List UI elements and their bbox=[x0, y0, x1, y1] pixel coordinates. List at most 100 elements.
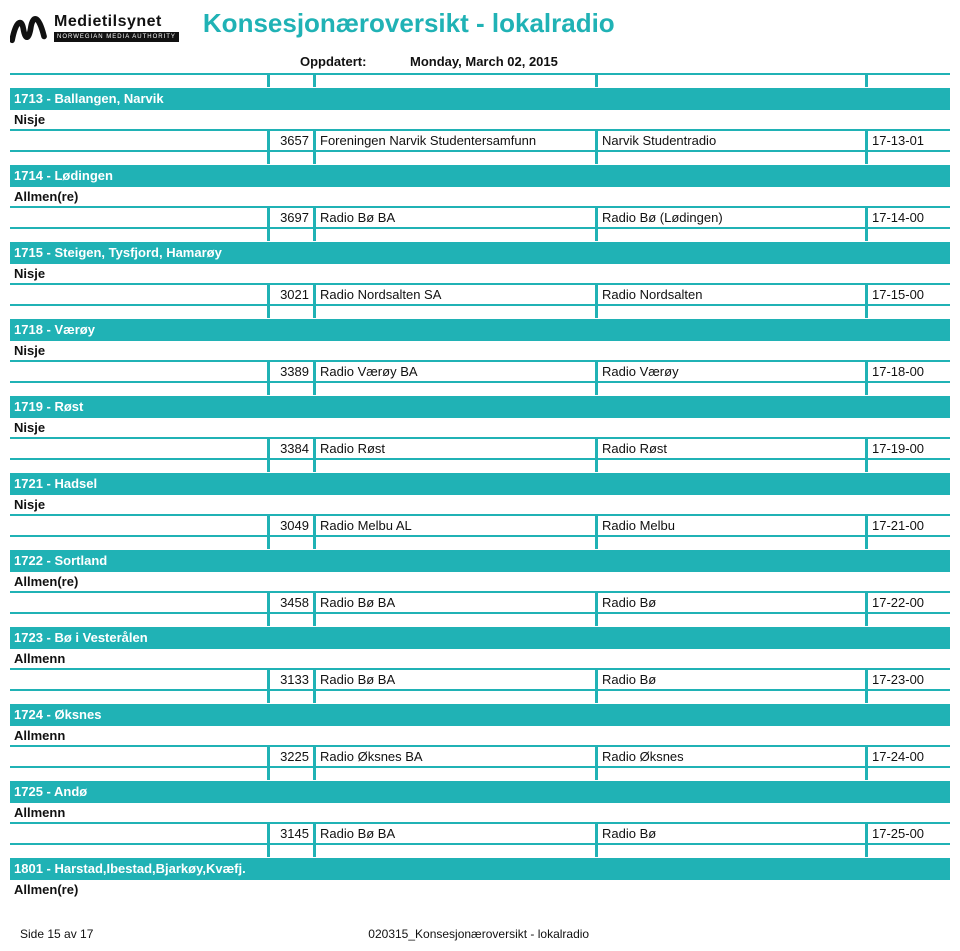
logo: Medietilsynet NORWEGIAN MEDIA AUTHORITY bbox=[10, 8, 179, 44]
cell-code: 17-14-00 bbox=[868, 206, 950, 227]
logo-subtext: NORWEGIAN MEDIA AUTHORITY bbox=[54, 32, 179, 42]
category-label: Nisje bbox=[10, 340, 950, 360]
cell-station: Radio Værøy bbox=[598, 360, 868, 381]
updated-row: Oppdatert: Monday, March 02, 2015 bbox=[0, 44, 960, 73]
table-row: 3384Radio RøstRadio Røst17-19-00 bbox=[10, 437, 950, 458]
cell-org: Radio Øksnes BA bbox=[316, 745, 598, 766]
cell-org: Foreningen Narvik Studentersamfunn bbox=[316, 129, 598, 150]
cell-org: Radio Værøy BA bbox=[316, 360, 598, 381]
category-label: Allmen(re) bbox=[10, 571, 950, 591]
cell-station: Narvik Studentradio bbox=[598, 129, 868, 150]
section-header: 1722 - Sortland bbox=[10, 549, 950, 571]
category-label: Allmenn bbox=[10, 648, 950, 668]
spacer-row bbox=[10, 689, 950, 703]
category-label: Allmenn bbox=[10, 725, 950, 745]
spacer-row bbox=[10, 843, 950, 857]
cell-code: 17-13-01 bbox=[868, 129, 950, 150]
footer-filename: 020315_Konsesjonæroversikt - lokalradio bbox=[93, 927, 864, 941]
cell-code: 17-15-00 bbox=[868, 283, 950, 304]
cell-code: 17-24-00 bbox=[868, 745, 950, 766]
category-label: Allmenn bbox=[10, 802, 950, 822]
header: Medietilsynet NORWEGIAN MEDIA AUTHORITY … bbox=[0, 0, 960, 44]
section-header: 1801 - Harstad,Ibestad,Bjarkøy,Kvæfj. bbox=[10, 857, 950, 879]
section-header: 1715 - Steigen, Tysfjord, Hamarøy bbox=[10, 241, 950, 263]
cell-org: Radio Melbu AL bbox=[316, 514, 598, 535]
section-header: 1725 - Andø bbox=[10, 780, 950, 802]
page-number: Side 15 av 17 bbox=[20, 927, 93, 941]
cell-code: 17-19-00 bbox=[868, 437, 950, 458]
cell-id: 3133 bbox=[270, 668, 316, 689]
cell-org: Radio Bø BA bbox=[316, 668, 598, 689]
spacer-row bbox=[10, 73, 950, 87]
category-label: Nisje bbox=[10, 494, 950, 514]
logo-icon bbox=[10, 12, 48, 44]
cell-code: 17-23-00 bbox=[868, 668, 950, 689]
cell-code: 17-18-00 bbox=[868, 360, 950, 381]
table-row: 3133Radio Bø BARadio Bø17-23-00 bbox=[10, 668, 950, 689]
cell-spacer bbox=[10, 668, 270, 689]
cell-id: 3021 bbox=[270, 283, 316, 304]
cell-org: Radio Bø BA bbox=[316, 206, 598, 227]
cell-spacer bbox=[10, 822, 270, 843]
cell-org: Radio Bø BA bbox=[316, 591, 598, 612]
cell-spacer bbox=[10, 129, 270, 150]
cell-station: Radio Bø (Lødingen) bbox=[598, 206, 868, 227]
category-label: Nisje bbox=[10, 109, 950, 129]
cell-id: 3225 bbox=[270, 745, 316, 766]
section-header: 1721 - Hadsel bbox=[10, 472, 950, 494]
table-row: 3389Radio Værøy BARadio Værøy17-18-00 bbox=[10, 360, 950, 381]
updated-value: Monday, March 02, 2015 bbox=[410, 54, 558, 69]
cell-code: 17-21-00 bbox=[868, 514, 950, 535]
table-row: 3225Radio Øksnes BARadio Øksnes17-24-00 bbox=[10, 745, 950, 766]
cell-id: 3145 bbox=[270, 822, 316, 843]
cell-station: Radio Røst bbox=[598, 437, 868, 458]
spacer-row bbox=[10, 535, 950, 549]
spacer-row bbox=[10, 381, 950, 395]
report-body: 1713 - Ballangen, NarvikNisje3657Forenin… bbox=[0, 73, 960, 899]
section-header: 1723 - Bø i Vesterålen bbox=[10, 626, 950, 648]
logo-text: Medietilsynet bbox=[54, 14, 179, 30]
cell-id: 3049 bbox=[270, 514, 316, 535]
spacer-row bbox=[10, 458, 950, 472]
cell-org: Radio Røst bbox=[316, 437, 598, 458]
cell-id: 3458 bbox=[270, 591, 316, 612]
section-header: 1724 - Øksnes bbox=[10, 703, 950, 725]
cell-station: Radio Melbu bbox=[598, 514, 868, 535]
category-label: Allmen(re) bbox=[10, 879, 950, 899]
cell-id: 3384 bbox=[270, 437, 316, 458]
cell-station: Radio Nordsalten bbox=[598, 283, 868, 304]
cell-id: 3697 bbox=[270, 206, 316, 227]
cell-spacer bbox=[10, 283, 270, 304]
table-row: 3657Foreningen Narvik StudentersamfunnNa… bbox=[10, 129, 950, 150]
cell-spacer bbox=[10, 591, 270, 612]
spacer-row bbox=[10, 150, 950, 164]
spacer-row bbox=[10, 766, 950, 780]
cell-station: Radio Bø bbox=[598, 668, 868, 689]
category-label: Allmen(re) bbox=[10, 186, 950, 206]
section-header: 1719 - Røst bbox=[10, 395, 950, 417]
cell-station: Radio Bø bbox=[598, 822, 868, 843]
cell-spacer bbox=[10, 514, 270, 535]
spacer-row bbox=[10, 227, 950, 241]
cell-spacer bbox=[10, 437, 270, 458]
cell-id: 3389 bbox=[270, 360, 316, 381]
table-row: 3049Radio Melbu ALRadio Melbu17-21-00 bbox=[10, 514, 950, 535]
cell-spacer bbox=[10, 745, 270, 766]
table-row: 3697Radio Bø BARadio Bø (Lødingen)17-14-… bbox=[10, 206, 950, 227]
cell-org: Radio Bø BA bbox=[316, 822, 598, 843]
cell-id: 3657 bbox=[270, 129, 316, 150]
table-row: 3145Radio Bø BARadio Bø17-25-00 bbox=[10, 822, 950, 843]
spacer-row bbox=[10, 304, 950, 318]
spacer-row bbox=[10, 612, 950, 626]
updated-label: Oppdatert: bbox=[300, 54, 410, 69]
category-label: Nisje bbox=[10, 417, 950, 437]
cell-station: Radio Øksnes bbox=[598, 745, 868, 766]
cell-spacer bbox=[10, 206, 270, 227]
cell-code: 17-25-00 bbox=[868, 822, 950, 843]
table-row: 3458Radio Bø BARadio Bø17-22-00 bbox=[10, 591, 950, 612]
cell-org: Radio Nordsalten SA bbox=[316, 283, 598, 304]
section-header: 1714 - Lødingen bbox=[10, 164, 950, 186]
footer: Side 15 av 17 020315_Konsesjonæroversikt… bbox=[0, 899, 960, 951]
cell-spacer bbox=[10, 360, 270, 381]
cell-station: Radio Bø bbox=[598, 591, 868, 612]
